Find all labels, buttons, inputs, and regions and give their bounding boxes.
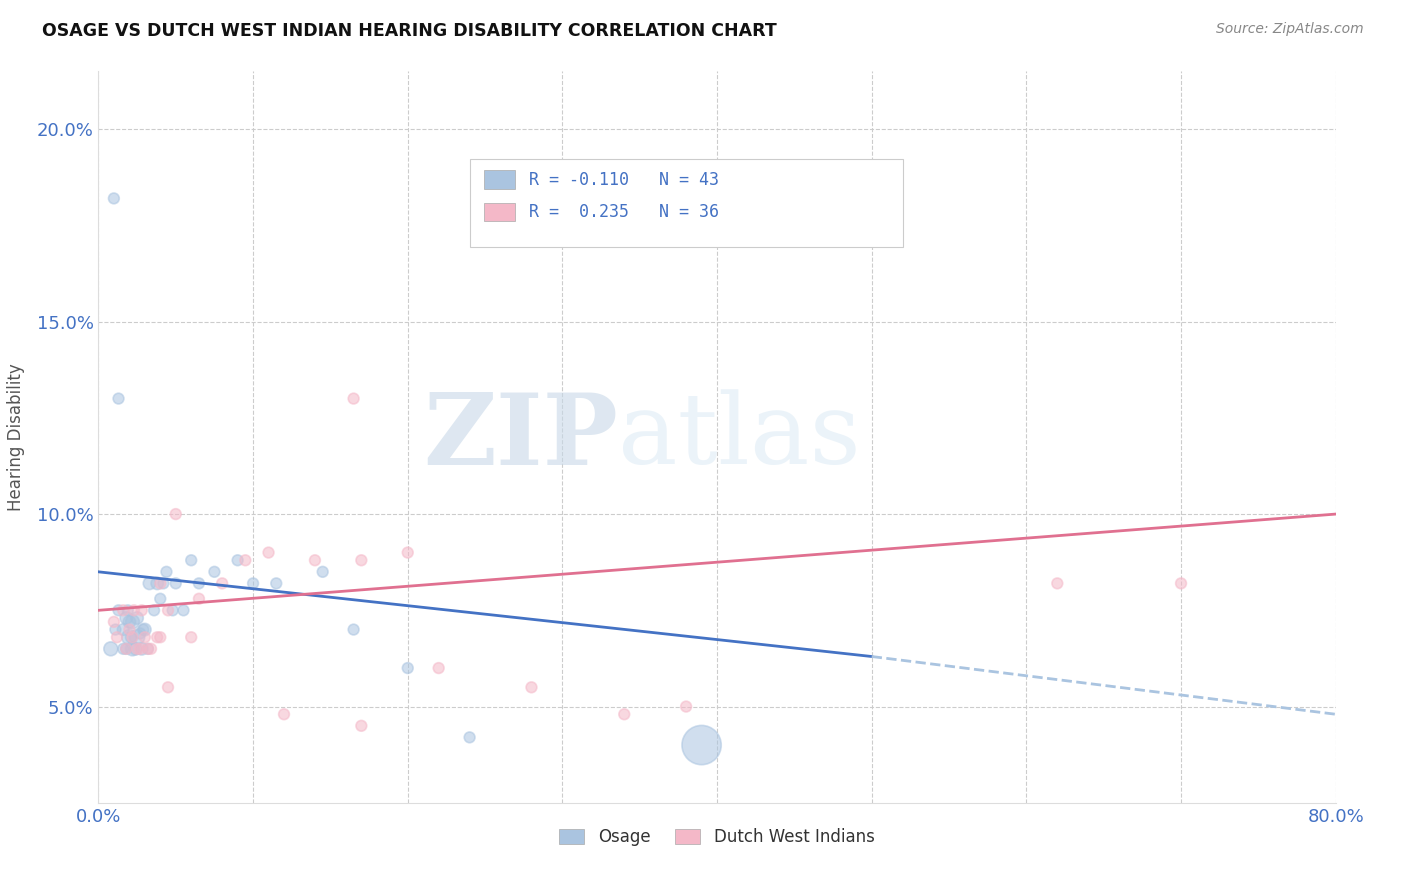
- Point: [180, 553, 202, 567]
- Point: [115, 641, 138, 656]
- Point: [690, 738, 713, 752]
- Point: [343, 392, 366, 406]
- Point: [675, 699, 697, 714]
- Point: [226, 553, 249, 567]
- Point: [165, 507, 187, 521]
- Point: [118, 630, 141, 644]
- Point: [120, 630, 142, 644]
- Point: [134, 623, 156, 637]
- Y-axis label: Hearing Disability: Hearing Disability: [7, 363, 25, 511]
- Point: [211, 576, 233, 591]
- Point: [139, 641, 162, 656]
- Point: [115, 641, 138, 656]
- Point: [1170, 576, 1192, 591]
- Point: [157, 603, 180, 617]
- Text: OSAGE VS DUTCH WEST INDIAN HEARING DISABILITY CORRELATION CHART: OSAGE VS DUTCH WEST INDIAN HEARING DISAB…: [42, 22, 778, 40]
- Point: [127, 611, 149, 625]
- Point: [204, 565, 226, 579]
- Point: [1046, 576, 1069, 591]
- Point: [129, 641, 152, 656]
- Point: [117, 603, 139, 617]
- Point: [165, 576, 187, 591]
- Point: [520, 681, 543, 695]
- Point: [149, 630, 172, 644]
- Point: [396, 545, 419, 559]
- Legend: Osage, Dutch West Indians: Osage, Dutch West Indians: [553, 822, 882, 853]
- Point: [264, 576, 288, 591]
- Point: [124, 641, 146, 656]
- Point: [132, 623, 155, 637]
- Point: [131, 603, 153, 617]
- Point: [112, 603, 135, 617]
- Point: [104, 623, 127, 637]
- Point: [149, 576, 172, 591]
- Point: [312, 565, 335, 579]
- Point: [136, 641, 159, 656]
- Point: [103, 191, 125, 205]
- Point: [152, 576, 174, 591]
- Text: atlas: atlas: [619, 389, 860, 485]
- Point: [131, 641, 153, 656]
- Text: R = -0.110   N = 43: R = -0.110 N = 43: [529, 170, 718, 188]
- Point: [138, 576, 160, 591]
- Point: [146, 630, 169, 644]
- Point: [613, 707, 636, 722]
- Point: [129, 626, 152, 640]
- Point: [100, 641, 122, 656]
- Point: [396, 661, 419, 675]
- Point: [107, 392, 129, 406]
- FancyBboxPatch shape: [485, 170, 516, 189]
- Text: Source: ZipAtlas.com: Source: ZipAtlas.com: [1216, 22, 1364, 37]
- Point: [427, 661, 450, 675]
- Point: [118, 615, 141, 629]
- Point: [136, 641, 159, 656]
- Point: [143, 603, 166, 617]
- Point: [172, 603, 194, 617]
- Point: [155, 565, 177, 579]
- FancyBboxPatch shape: [485, 202, 516, 221]
- Point: [122, 603, 145, 617]
- Point: [127, 630, 149, 644]
- Point: [112, 623, 135, 637]
- Point: [233, 553, 257, 567]
- Point: [350, 719, 373, 733]
- Point: [127, 641, 149, 656]
- Point: [343, 623, 366, 637]
- Point: [146, 576, 169, 591]
- Point: [257, 545, 280, 559]
- Point: [121, 615, 143, 629]
- Point: [242, 576, 264, 591]
- Point: [121, 630, 143, 644]
- Point: [121, 641, 143, 656]
- Point: [273, 707, 295, 722]
- Point: [134, 630, 156, 644]
- Point: [162, 603, 184, 617]
- Point: [118, 623, 141, 637]
- Point: [157, 681, 180, 695]
- Point: [180, 630, 202, 644]
- Point: [107, 603, 129, 617]
- Text: R =  0.235   N = 36: R = 0.235 N = 36: [529, 202, 718, 221]
- Text: ZIP: ZIP: [423, 389, 619, 485]
- Point: [188, 576, 211, 591]
- Point: [304, 553, 326, 567]
- Point: [149, 591, 172, 606]
- Point: [115, 611, 138, 625]
- Point: [188, 591, 211, 606]
- Point: [105, 630, 128, 644]
- Point: [103, 615, 125, 629]
- Point: [350, 553, 373, 567]
- FancyBboxPatch shape: [470, 159, 903, 247]
- Point: [458, 731, 481, 745]
- Point: [112, 641, 135, 656]
